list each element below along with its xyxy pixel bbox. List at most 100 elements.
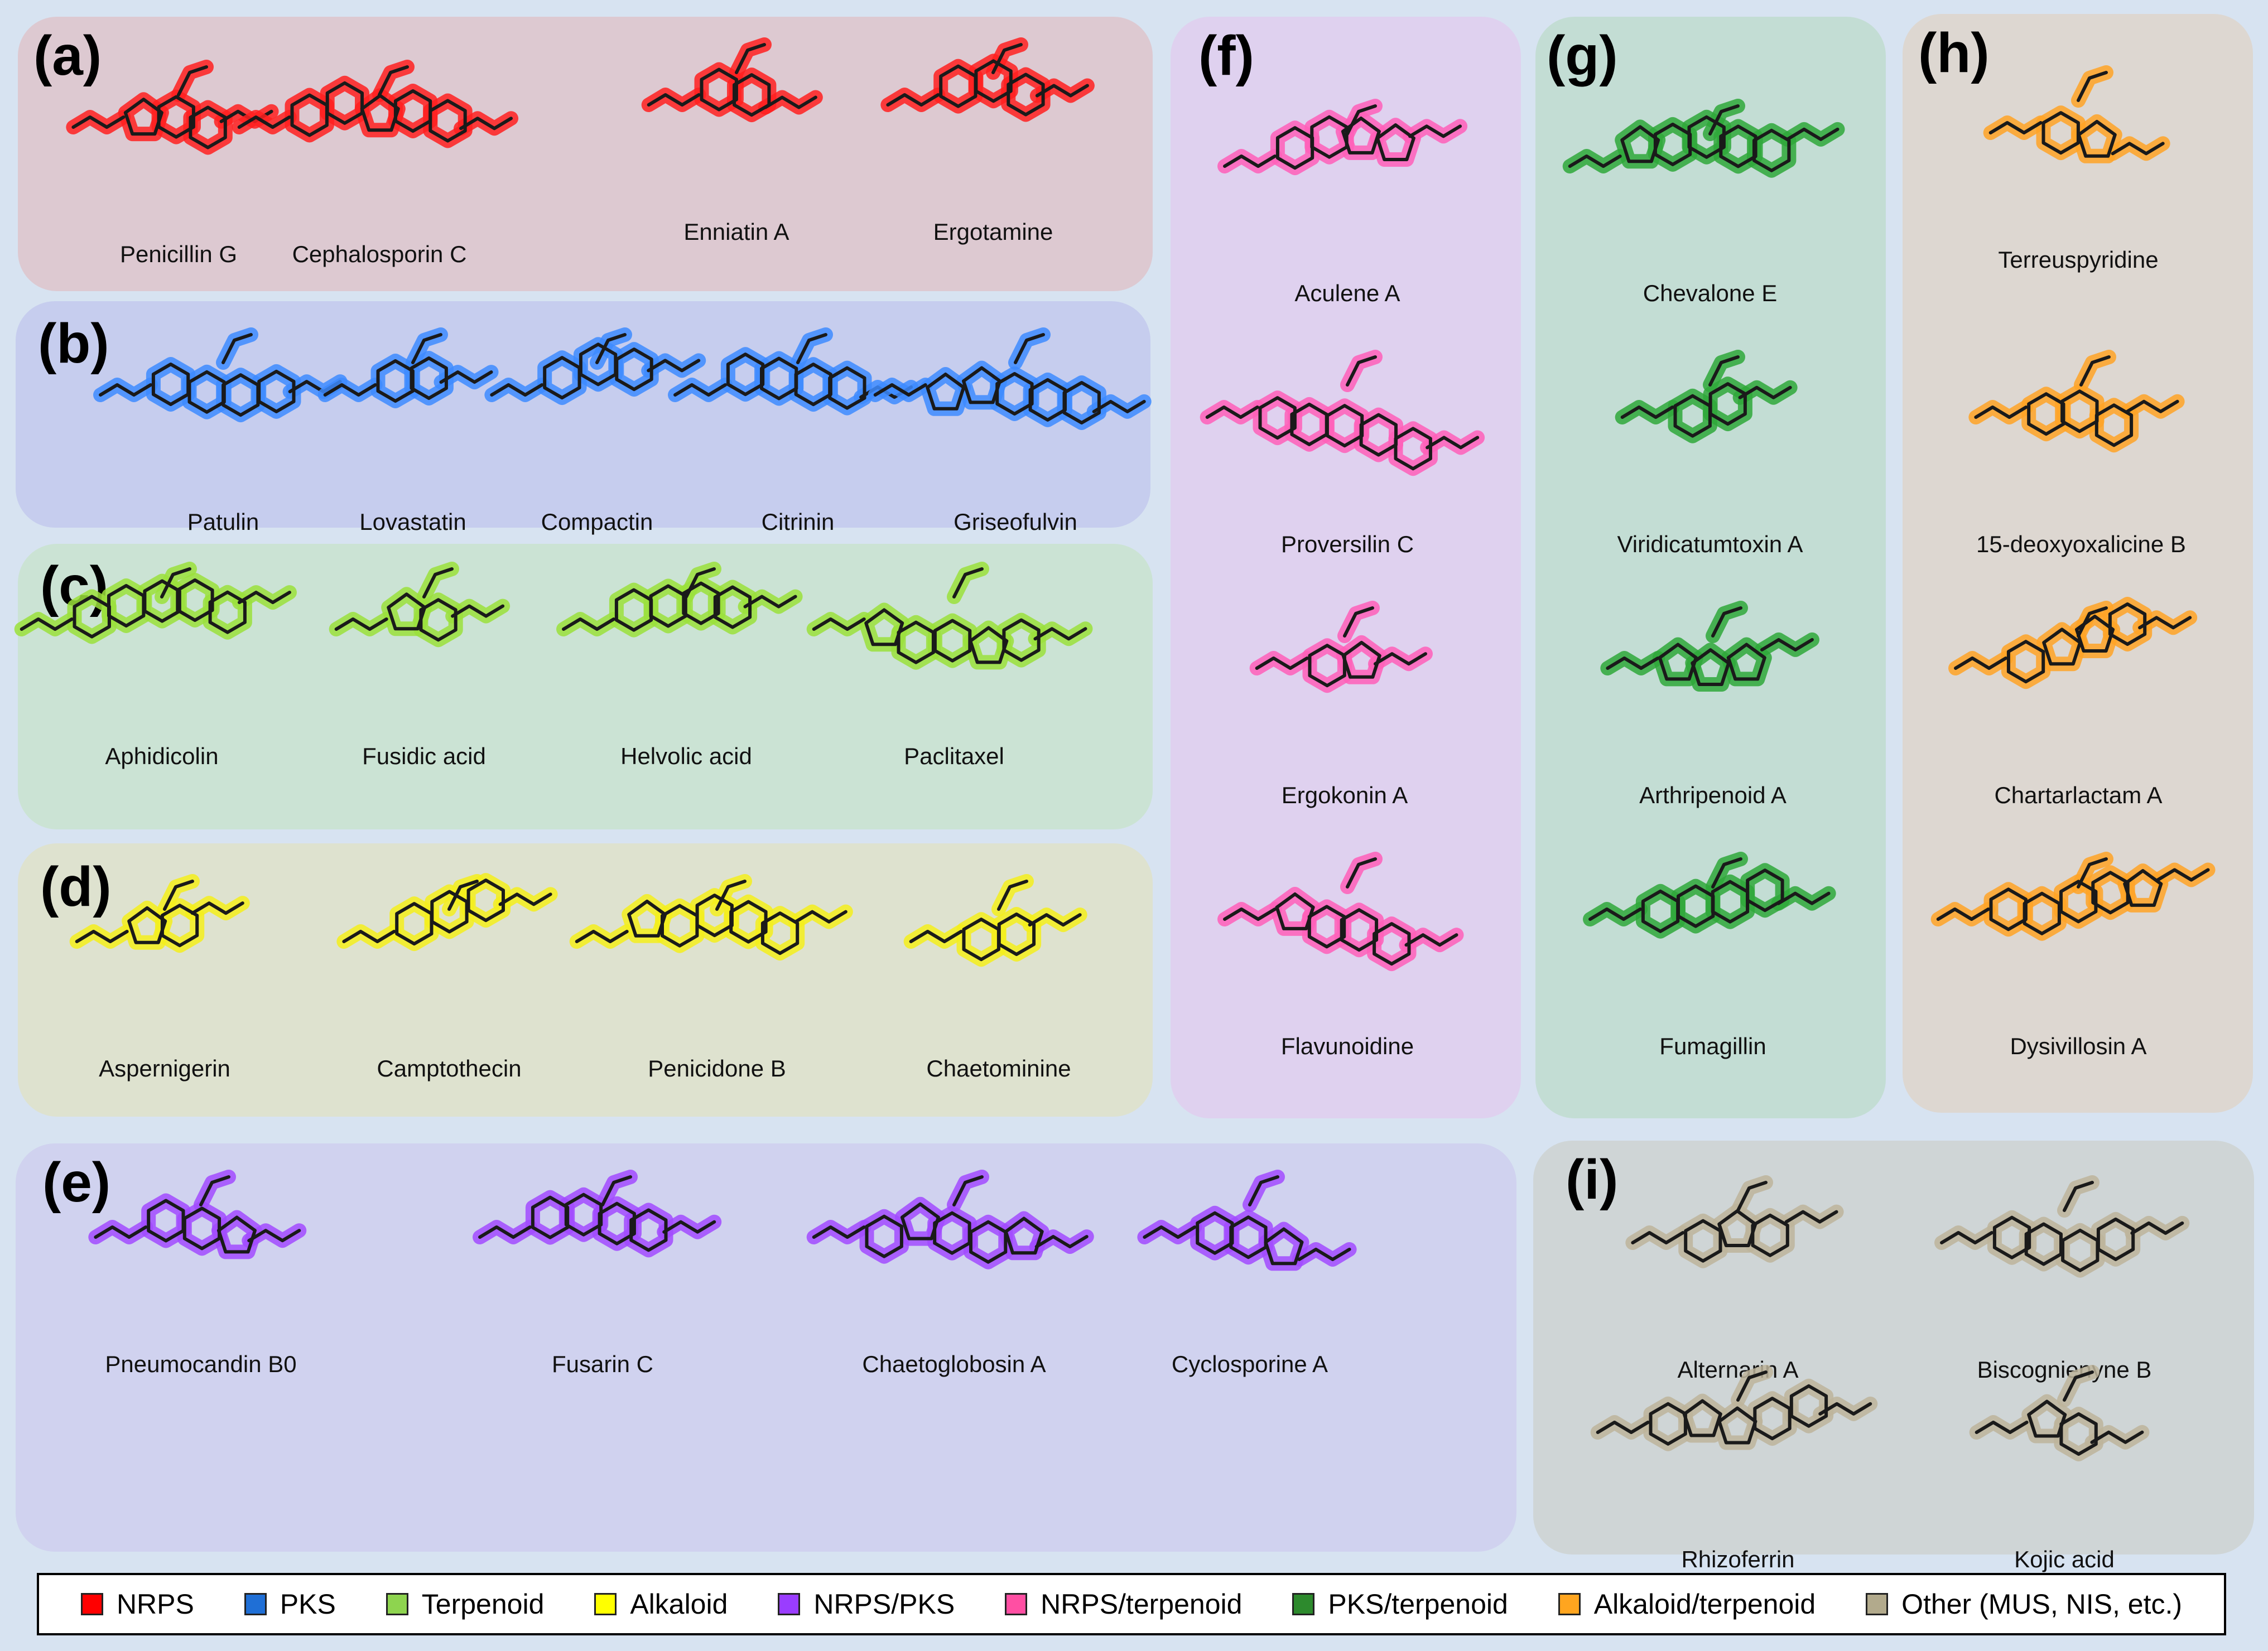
bond-path bbox=[1776, 891, 1831, 905]
bond-path bbox=[1341, 640, 1381, 679]
bond-path bbox=[952, 1175, 984, 1206]
bond-path bbox=[1936, 907, 1990, 921]
compound-name: Patulin bbox=[187, 509, 259, 535]
bond-path bbox=[2042, 627, 2082, 666]
compound-name: 15-deoxyoxalicine B bbox=[1976, 531, 2186, 557]
structure-drawing bbox=[1583, 852, 1836, 939]
structure-drawing bbox=[232, 60, 519, 148]
bond-path bbox=[1682, 1399, 1722, 1437]
bond-path bbox=[459, 117, 513, 131]
bond-path bbox=[208, 590, 247, 634]
structure-drawing bbox=[806, 562, 1093, 670]
bond-path bbox=[647, 359, 701, 373]
bond-path bbox=[933, 619, 972, 663]
legend-label: PKS/terpenoid bbox=[1328, 1589, 1508, 1620]
structure-drawing bbox=[1983, 65, 2170, 163]
bond-path bbox=[1620, 405, 1674, 419]
bond-path bbox=[1738, 385, 1792, 399]
legend-label: NRPS bbox=[116, 1589, 194, 1620]
legend-swatch bbox=[80, 1593, 103, 1615]
compound-name: Chaetoglobosin A bbox=[862, 1351, 1046, 1377]
panel-h: (h) bbox=[1903, 14, 2253, 1113]
bond-path bbox=[1940, 1231, 1994, 1244]
bond-path bbox=[1954, 656, 2008, 670]
bond-path bbox=[812, 617, 866, 631]
compound-arthripenoid-a: Arthripenoid A bbox=[1557, 575, 1869, 809]
bond-path bbox=[2130, 1221, 2184, 1235]
compound-kojic-acid: Kojic acid bbox=[1919, 1339, 2209, 1573]
legend-item: PKS bbox=[244, 1588, 336, 1620]
compound-name: Chartarlactam A bbox=[1994, 782, 2163, 808]
compound-penicillin-g: Penicillin G bbox=[22, 33, 335, 268]
bond-path bbox=[1746, 868, 1784, 913]
structure-drawing bbox=[641, 37, 823, 123]
bond-path bbox=[1760, 638, 1814, 651]
bond-path bbox=[715, 880, 747, 911]
structure-drawing bbox=[1217, 99, 1468, 176]
bond-path bbox=[735, 43, 766, 74]
bond-path bbox=[151, 363, 190, 406]
structure-drawing bbox=[1948, 597, 2198, 689]
bond-path bbox=[1223, 907, 1277, 921]
bond-path bbox=[176, 578, 214, 622]
bond-path bbox=[237, 591, 291, 605]
bond-path bbox=[187, 370, 226, 414]
bond-path bbox=[2063, 1370, 2094, 1402]
bond-path bbox=[713, 585, 752, 629]
bond-path bbox=[221, 333, 253, 364]
panel-g: (g) bbox=[1535, 17, 1886, 1118]
bond-path bbox=[962, 366, 1002, 404]
structure-drawing bbox=[484, 327, 706, 405]
bond-path bbox=[2138, 616, 2192, 630]
structure-drawing bbox=[1200, 350, 1485, 476]
bond-path bbox=[1035, 84, 1089, 98]
bond-path bbox=[490, 383, 544, 397]
legend: NRPS PKS Terpenoid Alkaloid NRPS/PKS NRPS/ter… bbox=[37, 1573, 2226, 1635]
bond-path bbox=[1736, 1370, 1768, 1402]
bond-path bbox=[952, 567, 984, 598]
bond-path bbox=[342, 930, 396, 943]
bond-path bbox=[1687, 115, 1726, 159]
compound-enniatin-a: Enniatin A bbox=[569, 11, 904, 245]
bond-path bbox=[20, 617, 74, 631]
compound-citrinin: Citrinin bbox=[668, 301, 919, 535]
structure-drawing bbox=[903, 874, 1087, 967]
bond-path bbox=[673, 383, 728, 397]
bond-path bbox=[1062, 381, 1101, 424]
legend-label: Alkaloid/terpenoid bbox=[1593, 1589, 1816, 1620]
compound-name: Terreuspyridine bbox=[1998, 247, 2159, 273]
bond-path bbox=[733, 73, 771, 117]
bond-path bbox=[2006, 640, 2045, 684]
bond-path bbox=[498, 892, 552, 906]
bond-path bbox=[995, 372, 1034, 416]
bond-path bbox=[1340, 908, 1379, 952]
bond-path bbox=[430, 890, 469, 934]
bond-path bbox=[1789, 1384, 1828, 1428]
bond-path bbox=[1989, 887, 2028, 931]
compound-name: Biscognienyne B bbox=[1977, 1356, 2152, 1383]
structure-drawing bbox=[1615, 350, 1798, 443]
compound-camptothecin: Camptothecin bbox=[324, 848, 575, 1082]
bond-path bbox=[71, 115, 126, 129]
bond-path bbox=[466, 878, 505, 923]
bond-path bbox=[1784, 1210, 1838, 1224]
compound-name: Penicidone B bbox=[648, 1055, 786, 1082]
compound-name: Rhizoferrin bbox=[1681, 1546, 1795, 1572]
bond-path bbox=[595, 333, 627, 364]
compound-name: Camptothecin bbox=[377, 1055, 522, 1082]
compound-rhizoferrin: Rhizoferrin bbox=[1562, 1339, 1914, 1573]
bond-path bbox=[419, 598, 458, 642]
bond-path bbox=[157, 95, 195, 139]
panel-i-label: (i) bbox=[1566, 1148, 1619, 1211]
bond-path bbox=[451, 604, 505, 618]
bond-path bbox=[1004, 1216, 1044, 1255]
compound-chaetominine: Chaetominine bbox=[859, 848, 1138, 1082]
compound-name: Arthripenoid A bbox=[1639, 782, 1787, 808]
bond-path bbox=[1143, 1225, 1197, 1239]
compound-flavunoidine: Flavunoidine bbox=[1200, 826, 1495, 1060]
bond-path bbox=[1033, 627, 1087, 641]
bond-path bbox=[1343, 606, 1374, 638]
bond-path bbox=[1818, 1402, 1872, 1416]
bond-path bbox=[1258, 396, 1297, 440]
structure-drawing bbox=[1930, 852, 2216, 941]
